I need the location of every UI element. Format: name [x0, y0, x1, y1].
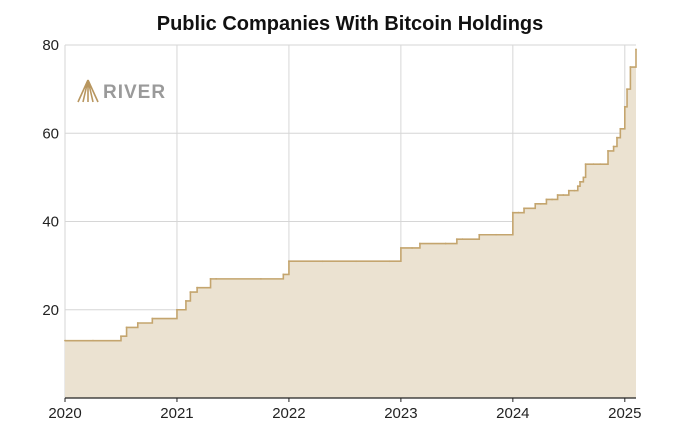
data-point [626, 88, 628, 91]
data-point [185, 300, 187, 302]
data-point [64, 339, 66, 342]
axes [64, 397, 636, 402]
y-tick-label: 80 [42, 37, 59, 54]
data-point [321, 260, 324, 263]
data-point [92, 339, 94, 342]
data-point [629, 66, 632, 68]
watermark: RIVER [77, 79, 166, 103]
data-point [288, 260, 290, 263]
y-axis-ticks: 20 40 60 80 [42, 37, 59, 319]
y-tick-label: 20 [42, 302, 59, 319]
data-point [623, 105, 626, 108]
x-tick-label: 2025 [608, 405, 641, 422]
data-point [584, 163, 587, 166]
data-point [136, 322, 139, 324]
data-point [189, 291, 192, 293]
data-point [635, 48, 637, 51]
data-point [576, 185, 579, 188]
data-point [592, 163, 595, 166]
data-point [539, 202, 542, 205]
data-point [388, 260, 391, 263]
data-point [545, 198, 548, 201]
data-point [616, 136, 618, 139]
data-point [607, 150, 609, 152]
data-point [411, 247, 413, 249]
series-line [65, 49, 637, 342]
data-point [215, 277, 218, 280]
plot-area [64, 48, 637, 398]
data-point [125, 326, 128, 329]
x-tick-label: 2021 [160, 405, 193, 422]
chart-title: Public Companies With Bitcoin Holdings [157, 13, 544, 35]
x-tick-label: 2023 [384, 405, 417, 422]
x-axis-ticks: 2020 2021 2022 2023 2024 2025 [48, 405, 641, 422]
river-logo-icon [77, 79, 99, 103]
data-point [573, 189, 576, 192]
data-point [523, 207, 525, 210]
data-point [151, 317, 154, 320]
y-tick-label: 60 [42, 125, 59, 142]
data-point [551, 198, 553, 201]
data-point [196, 286, 199, 289]
data-point [599, 163, 602, 166]
data-point [562, 194, 565, 196]
data-point [419, 242, 421, 245]
data-point [399, 247, 402, 249]
data-point [534, 202, 537, 205]
data-point [619, 127, 622, 130]
data-point [444, 242, 447, 245]
data-point [579, 180, 581, 183]
data-point [517, 211, 520, 214]
data-point [260, 277, 262, 280]
data-point [461, 238, 464, 241]
data-point [282, 273, 285, 276]
x-tick-label: 2024 [496, 405, 529, 422]
area-fill [65, 49, 636, 398]
data-point [176, 308, 178, 311]
y-tick-label: 40 [42, 214, 59, 231]
data-point [567, 189, 570, 192]
data-point [355, 260, 357, 263]
data-point [455, 238, 458, 241]
x-tick-label: 2020 [48, 405, 81, 422]
x-tick-label: 2022 [272, 405, 305, 422]
data-point [209, 277, 212, 280]
data-point [582, 176, 585, 179]
data-point [495, 233, 497, 236]
data-point [120, 335, 122, 338]
data-point [556, 194, 559, 196]
watermark-text: RIVER [103, 82, 166, 103]
data-point [612, 145, 615, 148]
data-point [511, 211, 514, 214]
data-point [478, 233, 481, 236]
